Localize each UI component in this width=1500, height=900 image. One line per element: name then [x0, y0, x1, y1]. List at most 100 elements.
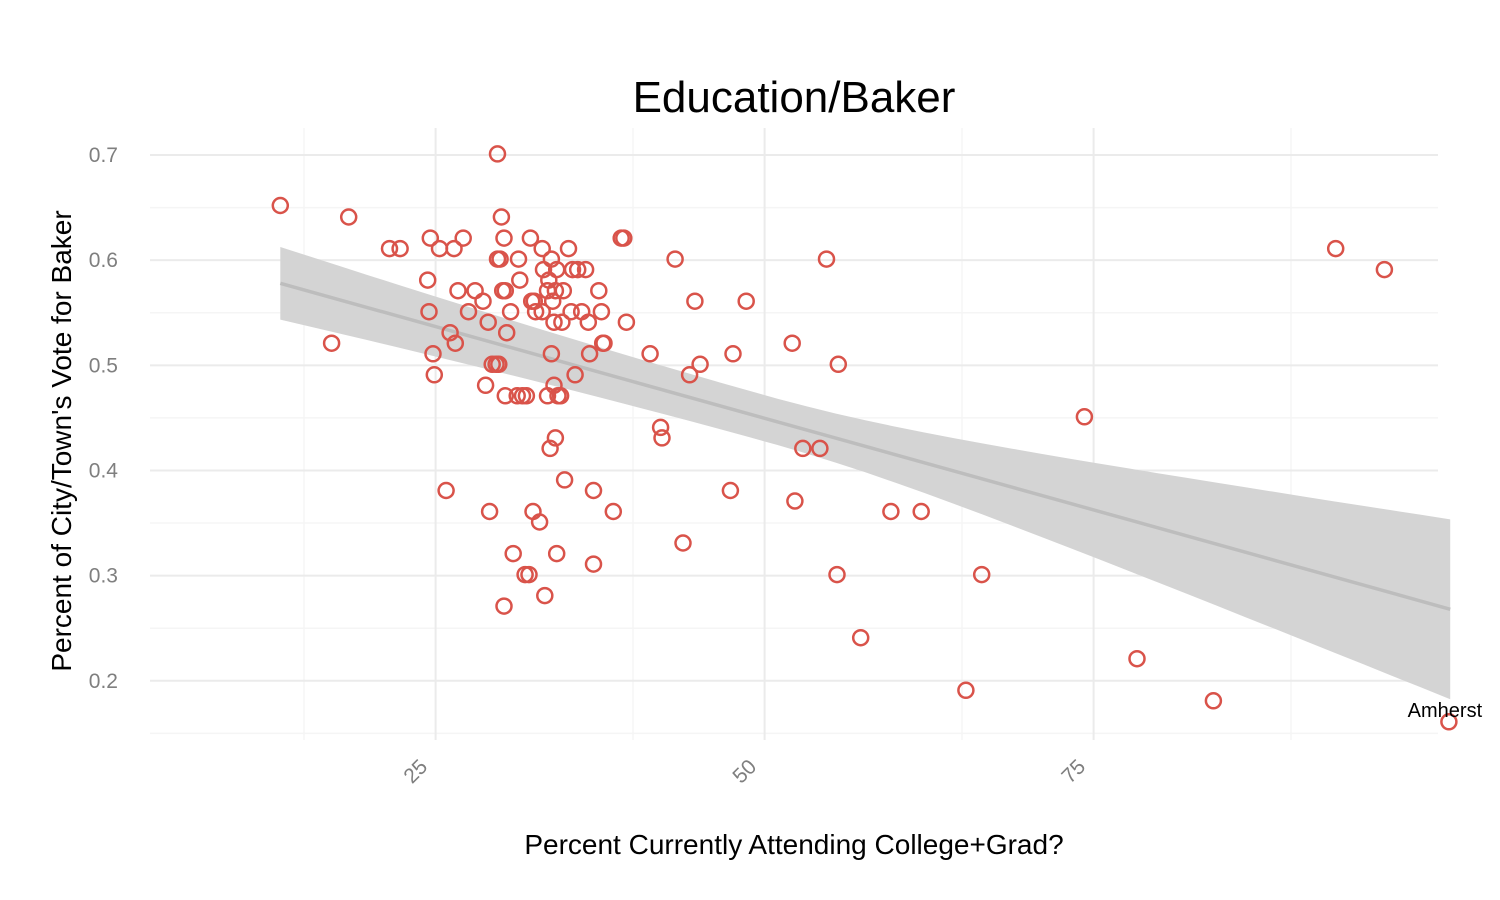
scatter-point	[497, 323, 516, 342]
regression-line	[279, 281, 1451, 611]
scatter-point	[653, 429, 671, 447]
scatter-point	[511, 271, 529, 289]
x-axis-label: Percent Currently Attending College+Grad…	[524, 829, 1063, 860]
scatter-point	[851, 628, 870, 647]
scatter-point	[526, 302, 545, 321]
data-points	[271, 145, 1458, 731]
trend-line	[279, 281, 1451, 611]
scatter-point	[783, 334, 801, 352]
scatter-point	[495, 229, 513, 247]
scatter-point	[590, 281, 608, 300]
scatter-point	[425, 366, 444, 384]
scatter-point	[530, 513, 549, 531]
y-tick-label: 0.5	[89, 354, 118, 377]
confidence-band-area	[280, 247, 1451, 700]
scatter-point	[547, 544, 566, 563]
scatter-point	[562, 302, 580, 321]
scatter-point	[568, 260, 587, 279]
scatter-point	[545, 313, 563, 331]
scatter-point	[1128, 649, 1146, 668]
scatter-point	[533, 302, 551, 321]
scatter-point	[674, 534, 692, 552]
x-tick-label: 75	[1057, 755, 1090, 788]
scatter-point	[724, 345, 742, 363]
scatter-point	[680, 366, 699, 384]
scatter-point	[533, 239, 551, 258]
scatter-point	[466, 281, 484, 300]
scatter-point	[420, 302, 438, 321]
scatter-point	[271, 196, 290, 215]
scatter-point	[424, 345, 442, 363]
scatter-point	[449, 281, 467, 300]
scatter-point	[563, 260, 582, 279]
y-axis-label: Percent of City/Town's Vote for Baker	[46, 210, 77, 671]
scatter-point	[501, 302, 520, 321]
scatter-point	[430, 239, 449, 258]
point-annotation: Amherst	[1408, 700, 1483, 722]
scatter-point	[446, 334, 465, 352]
scatter-point	[495, 597, 513, 615]
scatter-point	[566, 366, 584, 384]
y-tick-label: 0.3	[89, 565, 118, 588]
confidence-band	[280, 247, 1451, 700]
y-tick-label: 0.2	[89, 670, 118, 693]
scatter-point	[496, 387, 515, 405]
scatter-point	[543, 292, 562, 310]
chart-title: Education/Baker	[633, 73, 956, 122]
scatter-point	[553, 313, 571, 331]
scatter-point	[686, 292, 704, 310]
scatter-point	[584, 555, 603, 573]
scatter-point	[794, 439, 812, 458]
scatter-point	[666, 250, 684, 268]
scatter-point	[691, 355, 709, 374]
scatter-point	[476, 376, 495, 395]
scatter-point	[322, 334, 341, 352]
scatter-point	[542, 345, 561, 363]
scatter-point	[641, 345, 659, 363]
scatter-point	[559, 239, 578, 258]
scatter-point	[1326, 239, 1345, 258]
scatter-point	[580, 345, 599, 363]
scatter-point	[517, 387, 536, 405]
scatter-point	[380, 239, 399, 258]
scatter-point	[541, 439, 559, 458]
scatter-point	[391, 239, 409, 258]
scatter-point	[445, 239, 463, 258]
scatter-point	[492, 208, 511, 226]
scatter-point	[584, 481, 603, 500]
x-tick-label: 50	[728, 755, 761, 788]
scatter-point	[737, 292, 755, 310]
scatter-point	[493, 281, 512, 300]
scatter-point	[437, 481, 455, 500]
scatter-point	[579, 313, 598, 331]
scatter-point	[542, 250, 561, 268]
scatter-point	[554, 281, 573, 300]
scatter-point	[651, 418, 670, 437]
scatter-point	[474, 292, 492, 310]
scatter-point	[1440, 713, 1458, 731]
scatter-point	[592, 302, 611, 321]
scatter-point	[811, 439, 829, 458]
scatter-point	[576, 260, 595, 279]
scatter-point	[479, 313, 497, 331]
scatter-point	[615, 229, 633, 247]
scatter-point	[1075, 408, 1094, 426]
scatter-point	[441, 323, 459, 342]
scatter-point	[882, 502, 900, 521]
scatter-point	[786, 492, 804, 510]
scatter-point	[491, 250, 509, 268]
scatter-point	[595, 334, 613, 352]
x-axis-ticks: 25 50 75	[399, 755, 1090, 788]
scatter-point	[546, 429, 565, 447]
scatter-point	[504, 544, 522, 563]
scatter-point	[459, 302, 478, 321]
scatter-point	[972, 565, 991, 584]
scatter-point	[488, 145, 507, 163]
scatter-point	[418, 271, 437, 289]
x-tick-label: 25	[399, 755, 432, 788]
scatter-point	[521, 229, 540, 247]
scatter-point	[536, 586, 554, 605]
scatter-point	[520, 565, 538, 584]
scatter-point	[454, 229, 472, 247]
scatter-point	[508, 387, 526, 405]
